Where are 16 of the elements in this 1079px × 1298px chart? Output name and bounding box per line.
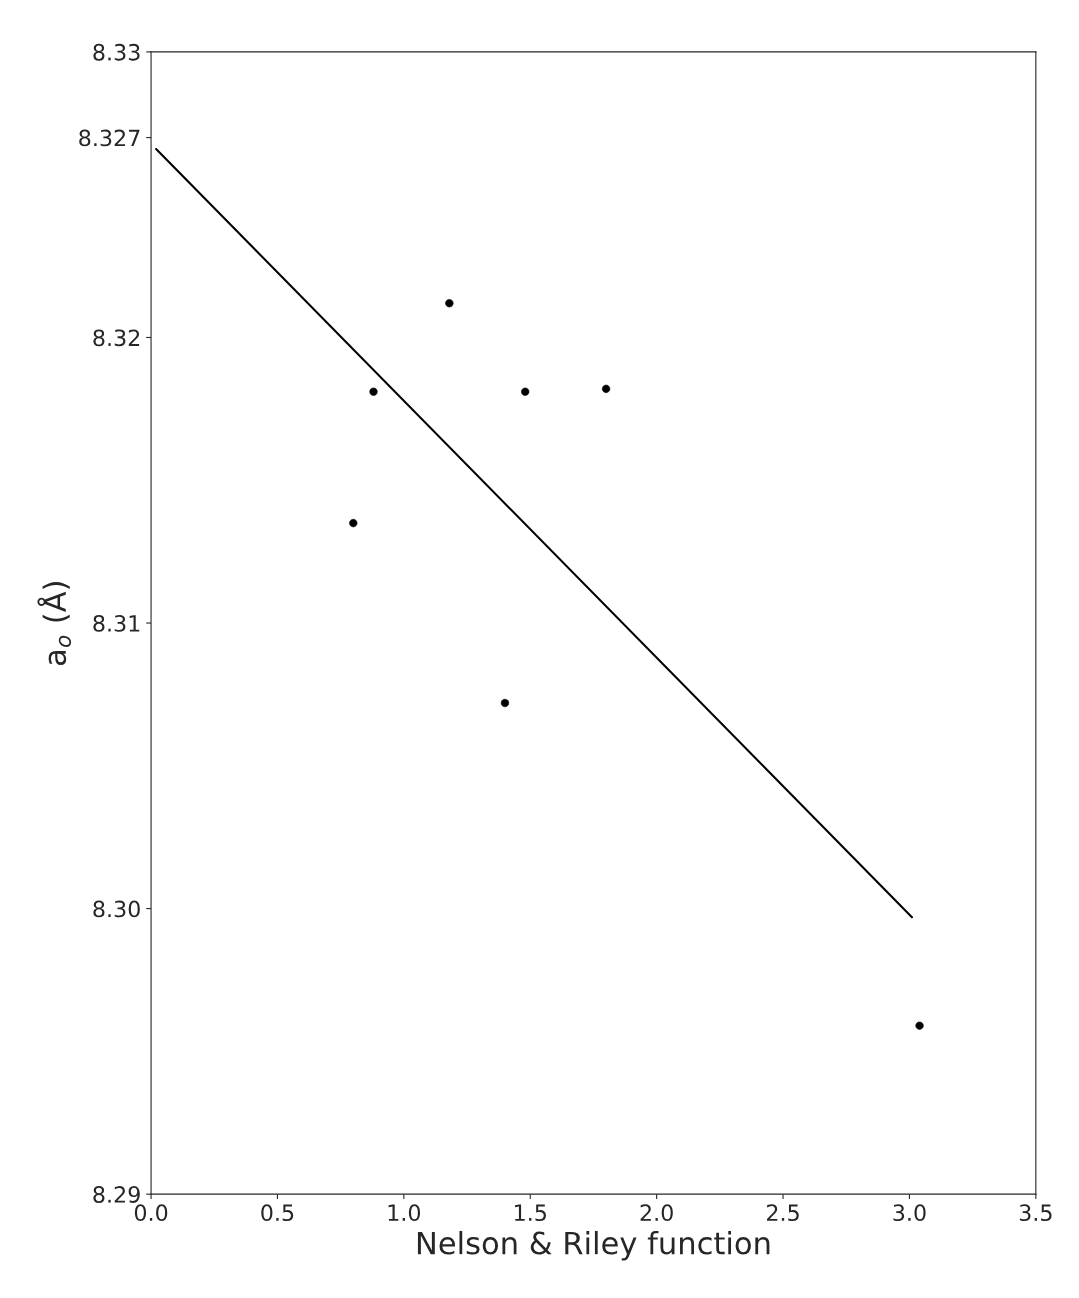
y-tick-label: 8.33	[93, 43, 140, 61]
y-tick-label: 8.31	[93, 614, 140, 632]
x-tick-label: 1.5	[515, 1204, 546, 1222]
y-axis-title: a$_{o}$ (Å)	[37, 582, 72, 666]
y-tick-label: 8.30	[93, 900, 140, 918]
x-tick-label: 2.0	[640, 1204, 673, 1222]
x-tick-label: 3.0	[893, 1204, 926, 1222]
x-axis-title: Nelson & Riley function	[417, 1230, 770, 1261]
y-tick-label: 8.32	[93, 329, 140, 347]
y-tick-label: 8.327	[79, 129, 140, 147]
x-tick-label: 1.0	[388, 1204, 421, 1222]
x-tick-label: 0.0	[134, 1204, 168, 1222]
x-tick-label: 3.5	[1019, 1204, 1052, 1222]
y-tick-label: 8.29	[93, 1186, 140, 1203]
x-tick-label: 0.5	[261, 1204, 294, 1222]
x-tick-label: 2.5	[767, 1204, 799, 1222]
